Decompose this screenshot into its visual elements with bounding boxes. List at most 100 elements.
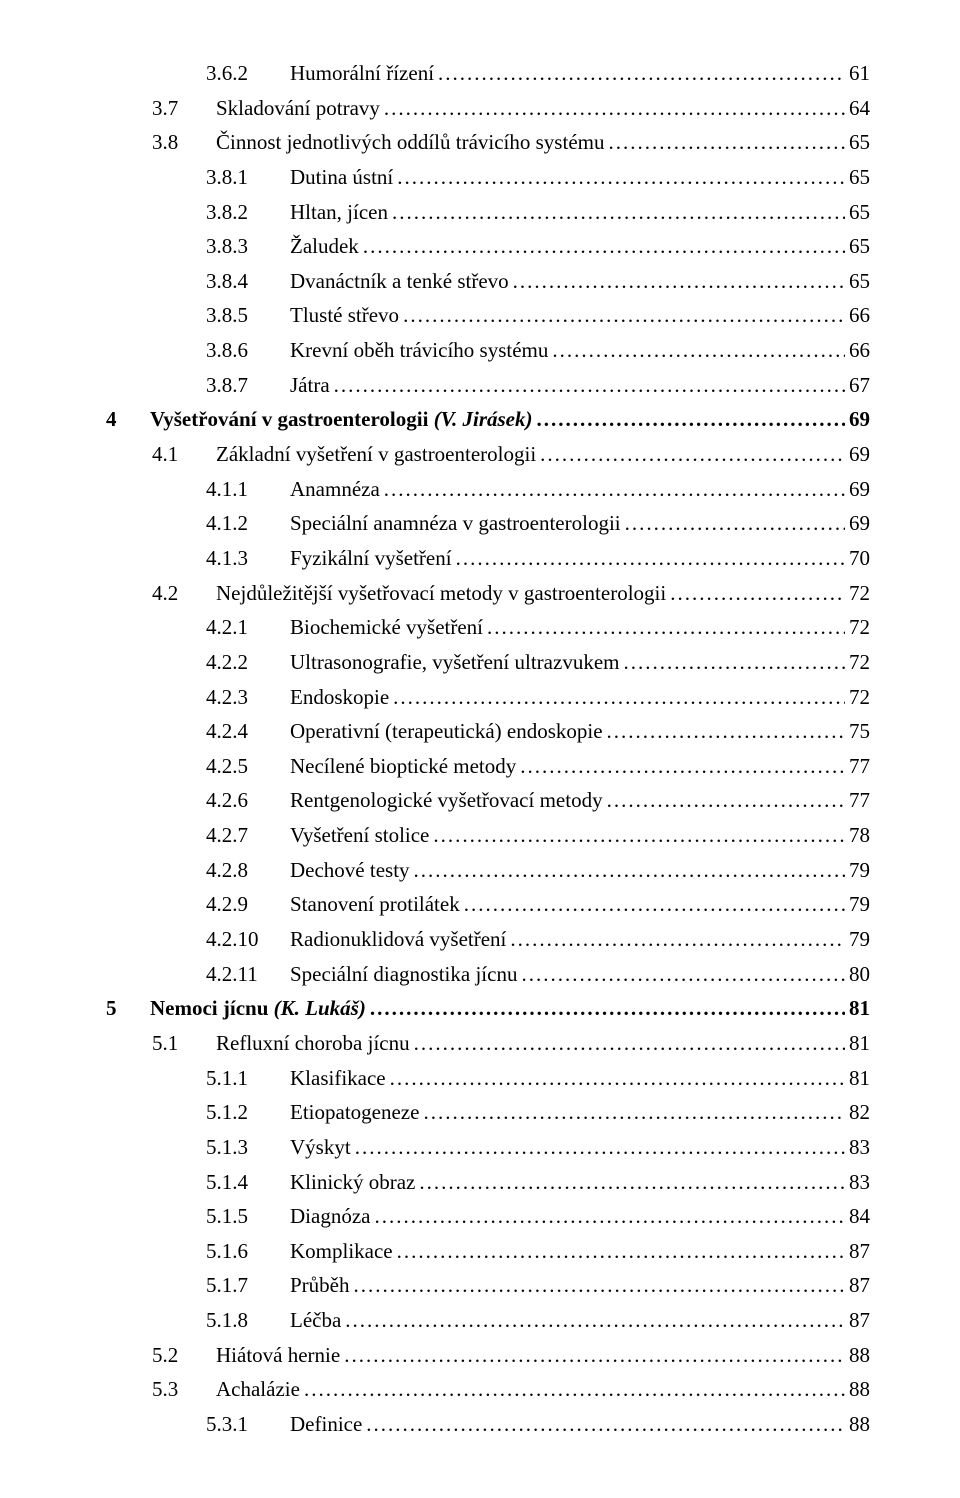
toc-page: 67 (845, 368, 870, 403)
toc-label: Léčba (290, 1303, 341, 1338)
toc-row: 3.8.3Žaludek65 (106, 229, 870, 264)
toc-leader-dots (415, 1165, 845, 1200)
toc-page: 88 (845, 1372, 870, 1407)
toc-leader-dots (393, 1234, 845, 1269)
toc-row: 5.1.7Průběh87 (106, 1268, 870, 1303)
toc-page: 87 (845, 1303, 870, 1338)
toc-leader-dots (340, 1338, 845, 1373)
toc-row: 5.1.4Klinický obraz83 (106, 1165, 870, 1200)
toc-page: 72 (845, 576, 870, 611)
toc-number: 4.2.5 (206, 749, 290, 784)
toc-page: 77 (845, 749, 870, 784)
toc-leader-dots (388, 195, 845, 230)
toc-number: 4.2.10 (206, 922, 290, 957)
toc-number: 5.1.1 (206, 1061, 290, 1096)
toc-leader-dots (389, 680, 845, 715)
toc-label: Refluxní choroba jícnu (216, 1026, 410, 1061)
toc-page: 88 (845, 1338, 870, 1373)
toc-label-author: (V. Jirásek) (434, 407, 533, 431)
toc-page: 83 (845, 1165, 870, 1200)
toc-row: 3.8.1Dutina ústní65 (106, 160, 870, 195)
toc-row: 4.2.5Necílené bioptické metody77 (106, 749, 870, 784)
toc-number: 4.1.2 (206, 506, 290, 541)
toc-leader-dots (410, 1026, 845, 1061)
toc-label: Achalázie (216, 1372, 300, 1407)
toc-leader-dots (330, 368, 845, 403)
toc-row: 4.2Nejdůležitější vyšetřovací metody v g… (106, 576, 870, 611)
toc-label: Diagnóza (290, 1199, 370, 1234)
toc-number: 5.1.8 (206, 1303, 290, 1338)
toc-number: 4.2.11 (206, 957, 290, 992)
toc-page: 69 (845, 506, 870, 541)
toc-number: 5.3.1 (206, 1407, 290, 1442)
toc-leader-dots (506, 922, 845, 957)
toc-page: 65 (845, 229, 870, 264)
toc-leader-dots (362, 1407, 845, 1442)
toc-label: Činnost jednotlivých oddílů trávicího sy… (216, 125, 604, 160)
toc-label: Tlusté střevo (290, 298, 399, 333)
toc-row: 4.2.10Radionuklidová vyšetření79 (106, 922, 870, 957)
toc-row: 4.1.2Speciální anamnéza v gastroenterolo… (106, 506, 870, 541)
toc-label: Dvanáctník a tenké střevo (290, 264, 509, 299)
toc-number: 5.1.3 (206, 1130, 290, 1165)
toc-row: 4.2.1Biochemické vyšetření72 (106, 610, 870, 645)
toc-row: 3.8.5Tlusté střevo 66 (106, 298, 870, 333)
toc-label: Rentgenologické vyšetřovací metody (290, 783, 603, 818)
toc-page: 69 (845, 402, 870, 437)
toc-leader-dots (460, 887, 845, 922)
toc-leader-dots (370, 1199, 845, 1234)
toc-row: 5.1.5Diagnóza84 (106, 1199, 870, 1234)
toc-label: Játra (290, 368, 330, 403)
toc-leader-dots (509, 264, 845, 299)
toc-number: 4.1.1 (206, 472, 290, 507)
toc-row: 5.1.8Léčba 87 (106, 1303, 870, 1338)
toc-page: 69 (845, 472, 870, 507)
toc-row: 5.1.3Výskyt83 (106, 1130, 870, 1165)
toc-label-text: Nemoci jícnu (150, 996, 274, 1020)
toc-page: 65 (845, 195, 870, 230)
toc-label: Speciální diagnostika jícnu (290, 957, 517, 992)
toc-row: 4.2.7Vyšetření stolice78 (106, 818, 870, 853)
toc-number: 3.6.2 (206, 56, 290, 91)
toc-leader-dots (603, 714, 845, 749)
toc-label: Nemoci jícnu (K. Lukáš) (150, 991, 366, 1026)
toc-page: 81 (845, 1026, 870, 1061)
toc-number: 5.1.7 (206, 1268, 290, 1303)
toc-page: 65 (845, 160, 870, 195)
toc-label: Hltan, jícen (290, 195, 388, 230)
toc-label-text: Vyšetřování v gastroenterologii (150, 407, 434, 431)
toc-row: 5.3.1Definice88 (106, 1407, 870, 1442)
toc-page: 66 (845, 298, 870, 333)
toc-number: 5 (106, 991, 150, 1026)
toc-label: Základní vyšetření v gastroenterologii (216, 437, 536, 472)
toc-number: 3.8.5 (206, 298, 290, 333)
toc-leader-dots (548, 333, 845, 368)
toc-leader-dots (536, 437, 845, 472)
toc-leader-dots (341, 1303, 845, 1338)
toc-label: Operativní (terapeutická) endoskopie (290, 714, 603, 749)
toc-number: 3.8 (152, 125, 216, 160)
toc-leader-dots (410, 853, 845, 888)
toc-row: 5.2Hiátová hernie88 (106, 1338, 870, 1373)
toc-leader-dots (419, 1095, 845, 1130)
toc-number: 3.8.3 (206, 229, 290, 264)
toc-number: 5.3 (152, 1372, 216, 1407)
toc-label: Endoskopie (290, 680, 389, 715)
toc-page: 81 (845, 1061, 870, 1096)
toc-leader-dots (350, 1268, 846, 1303)
toc-label: Speciální anamnéza v gastroenterologii (290, 506, 621, 541)
toc-leader-dots (603, 783, 845, 818)
toc-number: 3.7 (152, 91, 216, 126)
toc-page: 65 (845, 264, 870, 299)
toc-leader-dots (483, 610, 845, 645)
toc-page: 75 (845, 714, 870, 749)
toc-label: Nejdůležitější vyšetřovací metody v gast… (216, 576, 666, 611)
toc-page: 69 (845, 437, 870, 472)
toc-row: 5Nemoci jícnu (K. Lukáš)81 (106, 991, 870, 1026)
toc-label: Dechové testy (290, 853, 410, 888)
toc-page: 70 (845, 541, 870, 576)
toc-number: 4.2 (152, 576, 216, 611)
toc-number: 4.2.9 (206, 887, 290, 922)
toc-number: 3.8.4 (206, 264, 290, 299)
toc-page: 83 (845, 1130, 870, 1165)
